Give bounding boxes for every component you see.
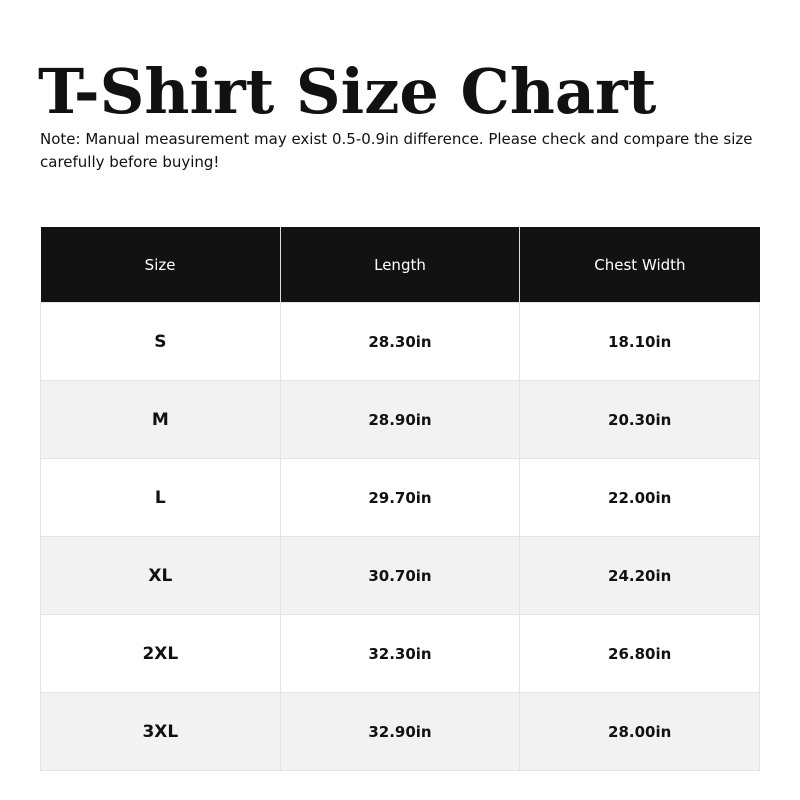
- length-cell: 28.90in: [279, 380, 521, 459]
- table-row: 2XL 32.30in 26.80in: [40, 614, 760, 693]
- chest-width-cell: 24.20in: [519, 536, 760, 615]
- size-cell: S: [40, 302, 281, 381]
- size-cell: L: [40, 458, 281, 537]
- size-cell: 3XL: [40, 692, 281, 771]
- table-row: L 29.70in 22.00in: [40, 458, 760, 537]
- table-row: XL 30.70in 24.20in: [40, 536, 760, 615]
- length-cell: 29.70in: [279, 458, 521, 537]
- chest-width-cell: 20.30in: [519, 380, 760, 459]
- chest-width-cell: 26.80in: [519, 614, 760, 693]
- header-size: Size: [40, 227, 281, 303]
- length-cell: 32.90in: [279, 692, 521, 771]
- measurement-note: Note: Manual measurement may exist 0.5-0…: [40, 130, 753, 171]
- size-cell: 2XL: [40, 614, 281, 693]
- page-title: T-Shirt Size Chart: [38, 55, 657, 128]
- size-table: Size Length Chest Width S 28.30in 18.10in M…: [40, 227, 760, 771]
- chest-width-cell: 18.10in: [519, 302, 760, 381]
- table-row: M 28.90in 20.30in: [40, 380, 760, 459]
- size-cell: M: [40, 380, 281, 459]
- chest-width-cell: 28.00in: [519, 692, 760, 771]
- header-length: Length: [279, 227, 520, 303]
- size-cell: XL: [40, 536, 281, 615]
- length-cell: 30.70in: [279, 536, 521, 615]
- table-row: 3XL 32.90in 28.00in: [40, 692, 760, 771]
- chest-width-cell: 22.00in: [519, 458, 760, 537]
- table-row: S 28.30in 18.10in: [40, 302, 760, 381]
- length-cell: 28.30in: [279, 302, 521, 381]
- header-chest-width: Chest Width: [519, 227, 760, 303]
- table-header-row: Size Length Chest Width: [40, 227, 760, 303]
- length-cell: 32.30in: [279, 614, 521, 693]
